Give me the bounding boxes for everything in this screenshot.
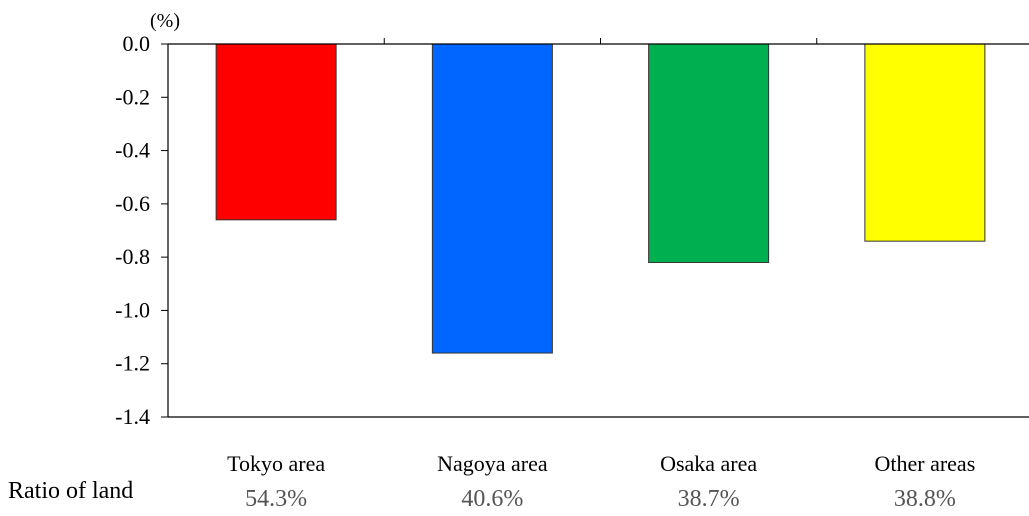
category-label: Osaka area: [660, 451, 757, 476]
y-tick-label: -1.2: [115, 351, 150, 376]
category-label: Tokyo area: [227, 451, 325, 476]
y-axis-unit: (%): [150, 10, 180, 32]
bar-tokyo-area: [215, 43, 337, 221]
category-label: Other areas: [874, 451, 975, 476]
ratio-values: 54.3% 40.6% 38.7% 38.8%: [245, 486, 956, 512]
y-tick-label: 0.0: [123, 31, 151, 56]
y-tick-label: -1.4: [115, 404, 150, 429]
bar-other-areas: [864, 43, 986, 242]
category-labels: Tokyo area Nagoya area Osaka area Other are…: [227, 451, 975, 476]
y-axis-ticks: 0.0 -0.2 -0.4 -0.6 -0.8 -1.0 -1.2 -1.4: [115, 31, 168, 429]
bar-osaka-area: [648, 43, 770, 263]
category-label: Nagoya area: [437, 451, 548, 476]
ratio-value: 38.7%: [678, 486, 740, 512]
axes: [167, 38, 1029, 418]
y-tick-label: -0.2: [115, 84, 150, 109]
bar-nagoya-area: [431, 43, 553, 354]
y-tick-label: -0.4: [115, 138, 150, 163]
y-tick-label: -0.6: [115, 191, 150, 216]
ratio-row-label: Ratio of land: [8, 478, 133, 504]
ratio-value: 40.6%: [461, 486, 523, 512]
y-tick-label: -0.8: [115, 244, 150, 269]
ratio-value: 54.3%: [245, 486, 307, 512]
bars: [215, 43, 986, 354]
y-tick-label: -1.0: [115, 297, 150, 322]
ratio-value: 38.8%: [894, 486, 956, 512]
